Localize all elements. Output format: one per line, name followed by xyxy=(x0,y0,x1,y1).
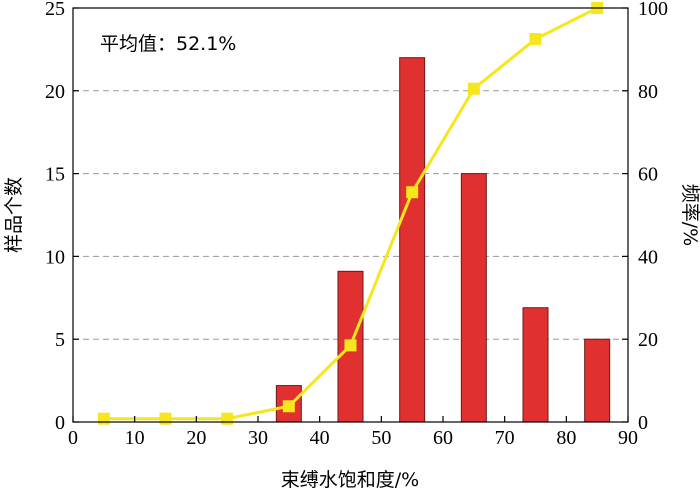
bar xyxy=(584,338,611,423)
x-tick-label: 40 xyxy=(310,427,330,449)
x-tick-label: 70 xyxy=(495,427,515,449)
bars-layer xyxy=(275,57,611,423)
x-tick-label: 20 xyxy=(186,427,206,449)
axes-layer: 0 10 20 30 40 50 60 70 80 90051015202502040608010… xyxy=(45,0,668,449)
frequency-point xyxy=(406,186,419,199)
bar xyxy=(522,307,549,423)
y-tick-label: 20 xyxy=(45,81,65,103)
y2-tick-label: 60 xyxy=(638,164,658,186)
bar xyxy=(460,173,487,423)
y-axis-title: 样品个数 xyxy=(3,177,25,253)
y-tick-label: 5 xyxy=(55,329,65,351)
x-tick-label: 80 xyxy=(556,427,576,449)
y2-tick-label: 0 xyxy=(638,412,648,434)
x-tick-label: 0 xyxy=(68,427,78,449)
x-tick-label: 90 xyxy=(618,427,638,449)
frequency-point xyxy=(221,412,234,425)
frequency-point xyxy=(344,339,357,352)
x-tick-label: 60 xyxy=(433,427,453,449)
y-tick-label: 10 xyxy=(45,246,65,268)
y2-axis-title: 频率/% xyxy=(679,184,700,246)
y2-tick-label: 80 xyxy=(638,81,658,103)
y-tick-label: 0 xyxy=(55,412,65,434)
x-axis-title: 束缚水饱和度/% xyxy=(281,469,419,491)
frequency-point xyxy=(159,412,172,425)
y2-tick-label: 40 xyxy=(638,246,658,268)
y-tick-label: 15 xyxy=(45,164,65,186)
frequency-point xyxy=(97,412,110,425)
y2-tick-label: 100 xyxy=(638,0,668,20)
y-tick-label: 25 xyxy=(45,0,65,20)
y2-tick-label: 20 xyxy=(638,329,658,351)
frequency-point xyxy=(467,82,480,95)
x-tick-label: 30 xyxy=(248,427,268,449)
x-tick-label: 10 xyxy=(125,427,145,449)
annotation-text: 平均值：52.1% xyxy=(100,33,236,55)
line-layer xyxy=(97,2,604,425)
frequency-point xyxy=(282,400,295,413)
bar xyxy=(399,57,426,423)
plot-frame xyxy=(72,7,629,423)
frequency-point xyxy=(529,33,542,46)
x-tick-label: 50 xyxy=(371,427,391,449)
